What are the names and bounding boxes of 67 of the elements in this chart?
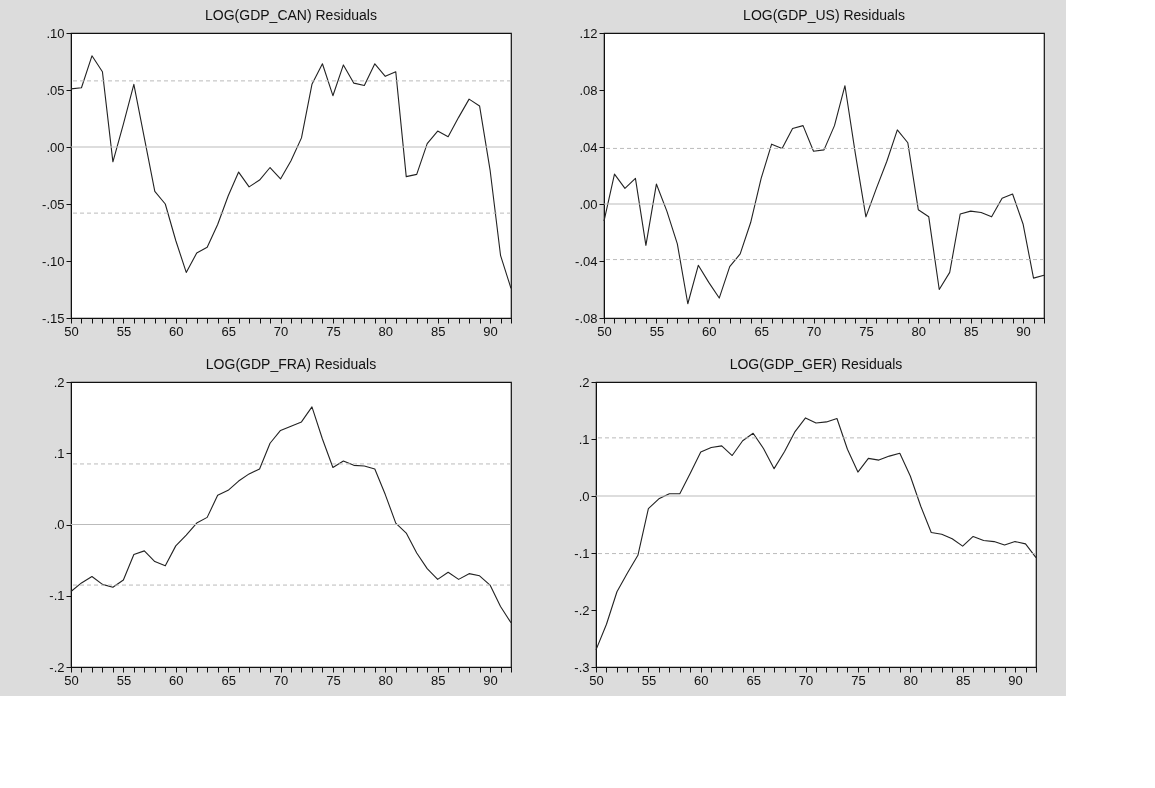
x-tick-label: 80 <box>911 323 927 339</box>
x-tick-label: 55 <box>116 672 132 688</box>
line-series <box>603 85 1045 305</box>
x-tick-label: 60 <box>702 323 717 339</box>
x-tick-label: 65 <box>746 672 761 688</box>
y-tick-label: -.3 <box>574 659 590 675</box>
y-tick-label: .10 <box>46 25 65 41</box>
chart-title: LOG(GDP_FRA) Residuals <box>205 356 377 372</box>
chart-title: LOG(GDP_US) Residuals <box>743 7 905 23</box>
y-tick-label: .00 <box>579 196 598 212</box>
y-tick-label: .00 <box>46 139 65 155</box>
x-tick-label: 55 <box>116 323 132 339</box>
x-tick-label: 85 <box>430 672 446 688</box>
y-tick-label: -.2 <box>49 659 65 675</box>
x-tick-label: 55 <box>641 672 657 688</box>
y-tick-label: .04 <box>579 139 598 155</box>
x-tick-label: 80 <box>903 672 919 688</box>
y-tick-label: -.2 <box>574 602 590 618</box>
y-tick-label: .1 <box>53 445 65 461</box>
y-tick-label: -.10 <box>42 253 65 269</box>
x-tick-label: 65 <box>221 672 236 688</box>
y-tick-label: -.1 <box>49 588 65 604</box>
x-tick-label: 65 <box>754 323 769 339</box>
x-tick-label: 65 <box>221 323 236 339</box>
x-tick-label: 75 <box>859 323 874 339</box>
x-tick-label: 50 <box>589 672 604 688</box>
chart-title: LOG(GDP_GER) Residuals <box>729 356 903 372</box>
x-tick-label: 70 <box>273 672 289 688</box>
x-tick-label: 50 <box>64 323 79 339</box>
y-tick-label: -.08 <box>575 310 598 326</box>
x-tick-label: 60 <box>694 672 709 688</box>
x-tick-label: 75 <box>326 672 341 688</box>
x-tick-label: 90 <box>1016 323 1031 339</box>
line-series <box>70 55 512 289</box>
x-tick-label: 55 <box>649 323 665 339</box>
x-tick-label: 60 <box>169 672 184 688</box>
y-tick-label: .2 <box>578 374 590 390</box>
x-tick-label: 90 <box>483 672 498 688</box>
x-tick-label: 70 <box>798 672 814 688</box>
x-tick-label: 80 <box>378 672 394 688</box>
x-tick-label: 90 <box>1008 672 1023 688</box>
x-tick-label: 75 <box>851 672 866 688</box>
y-tick-label: -.05 <box>42 196 65 212</box>
x-tick-label: 70 <box>273 323 289 339</box>
x-tick-label: 85 <box>955 672 971 688</box>
y-tick-label: .05 <box>46 82 65 98</box>
x-tick-label: 70 <box>806 323 822 339</box>
y-tick-label: .1 <box>578 431 590 447</box>
x-tick-label: 50 <box>597 323 612 339</box>
y-tick-label: -.04 <box>575 253 598 269</box>
x-tick-label: 80 <box>378 323 394 339</box>
y-tick-label: -.1 <box>574 545 590 561</box>
y-tick-label: .2 <box>53 374 65 390</box>
x-tick-label: 90 <box>483 323 498 339</box>
chart-title: LOG(GDP_CAN) Residuals <box>205 7 377 23</box>
x-tick-label: 75 <box>326 323 341 339</box>
y-tick-label: .12 <box>579 25 598 41</box>
x-tick-label: 85 <box>963 323 979 339</box>
x-tick-label: 85 <box>430 323 446 339</box>
line-series <box>595 417 1037 651</box>
x-tick-label: 60 <box>169 323 184 339</box>
line-series <box>70 406 512 624</box>
y-tick-label: .0 <box>53 517 65 532</box>
y-tick-label: -.15 <box>42 310 65 326</box>
y-tick-label: .0 <box>578 488 590 504</box>
x-tick-label: 50 <box>64 672 79 688</box>
y-tick-label: .08 <box>579 82 598 98</box>
